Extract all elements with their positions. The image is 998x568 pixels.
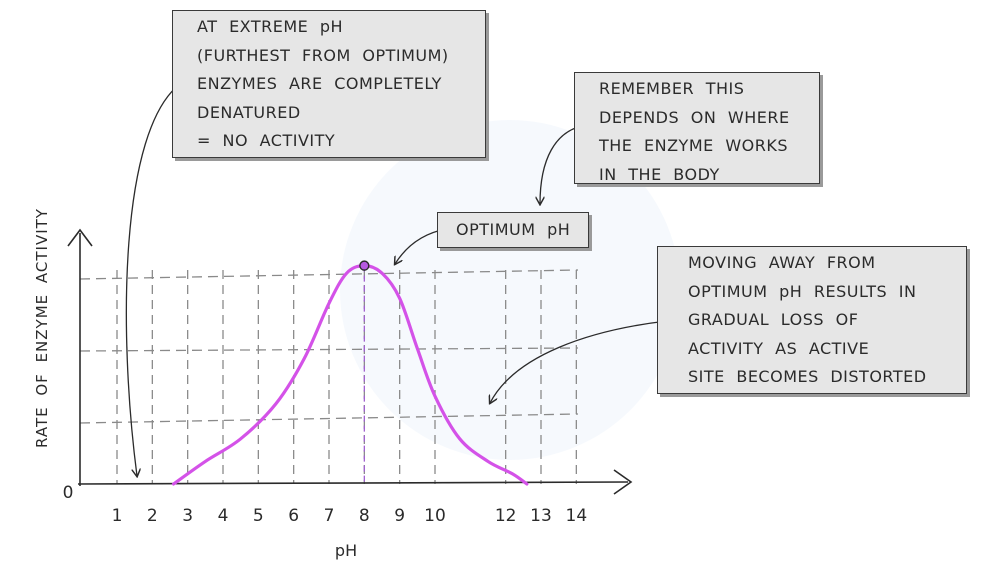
x-tick-labels: 1 2 3 4 5 6 7 8 9 10 12 13 14 <box>112 506 588 526</box>
callout-line: (FURTHEST FROM OPTIMUM) <box>197 45 449 65</box>
x-axis-arrowhead <box>613 469 633 495</box>
callout-line: MOVING AWAY FROM <box>688 253 876 272</box>
x-axis-label: pH <box>335 541 357 560</box>
optimum-point <box>359 260 370 271</box>
curve <box>171 260 529 486</box>
x-tick-label: 13 <box>530 506 552 526</box>
x-axis-line <box>77 481 629 485</box>
callout-line: THE ENZYME WORKS <box>599 136 788 155</box>
callout-extreme-ph: AT EXTREME pH (FURTHEST FROM OPTIMUM) EN… <box>172 10 486 158</box>
callout-optimum-ph: OPTIMUM pH <box>437 212 589 248</box>
x-tick-label: 6 <box>288 506 299 526</box>
grid-line-horizontal <box>79 269 579 280</box>
x-tick-label: 7 <box>324 506 335 526</box>
callout-line: = NO ACTIVITY <box>197 131 336 150</box>
callout-line: ENZYMES ARE COMPLETELY <box>197 74 442 93</box>
callout-line: IN THE BODY <box>599 164 720 184</box>
grid-line-horizontal <box>79 413 579 424</box>
x-tick-label: 9 <box>394 506 405 526</box>
callout-line: OPTIMUM pH RESULTS IN <box>688 281 917 301</box>
callout-line: DENATURED <box>197 102 301 122</box>
moving-arrow <box>490 320 668 403</box>
x-tick-label: 10 <box>424 506 446 526</box>
callout-line: SITE BECOMES DISTORTED <box>688 367 927 386</box>
callout-line: DEPENDS ON WHERE <box>599 107 790 127</box>
x-tick-label: 5 <box>253 506 264 526</box>
x-tick-label: 14 <box>566 506 588 526</box>
origin-label: 0 <box>63 483 74 503</box>
x-tick-label: 12 <box>495 506 517 526</box>
callout-line: AT EXTREME pH <box>197 17 344 36</box>
callout-line: ACTIVITY AS ACTIVE <box>688 338 870 358</box>
axes <box>67 228 633 495</box>
y-axis-label: RATE OF ENZYME ACTIVITY <box>33 208 51 448</box>
x-tick-label: 2 <box>147 506 158 526</box>
x-tick-label: 4 <box>218 506 229 526</box>
callout-line: REMEMBER THIS <box>599 79 745 98</box>
callout-moving-away: MOVING AWAY FROM OPTIMUM pH RESULTS IN G… <box>657 246 967 394</box>
x-tick-label: 8 <box>359 506 370 526</box>
grid-line-horizontal <box>79 347 579 352</box>
callout-remember: REMEMBER THIS DEPENDS ON WHERE THE ENZYM… <box>574 72 820 184</box>
callout-line: OPTIMUM pH <box>456 220 571 239</box>
x-tick-label: 3 <box>182 506 193 526</box>
y-axis-arrowhead <box>67 228 93 247</box>
series-line <box>171 264 529 486</box>
extreme-arrow <box>125 83 181 476</box>
callout-line: GRADUAL LOSS OF <box>688 310 859 329</box>
x-tick-label: 1 <box>112 506 123 526</box>
